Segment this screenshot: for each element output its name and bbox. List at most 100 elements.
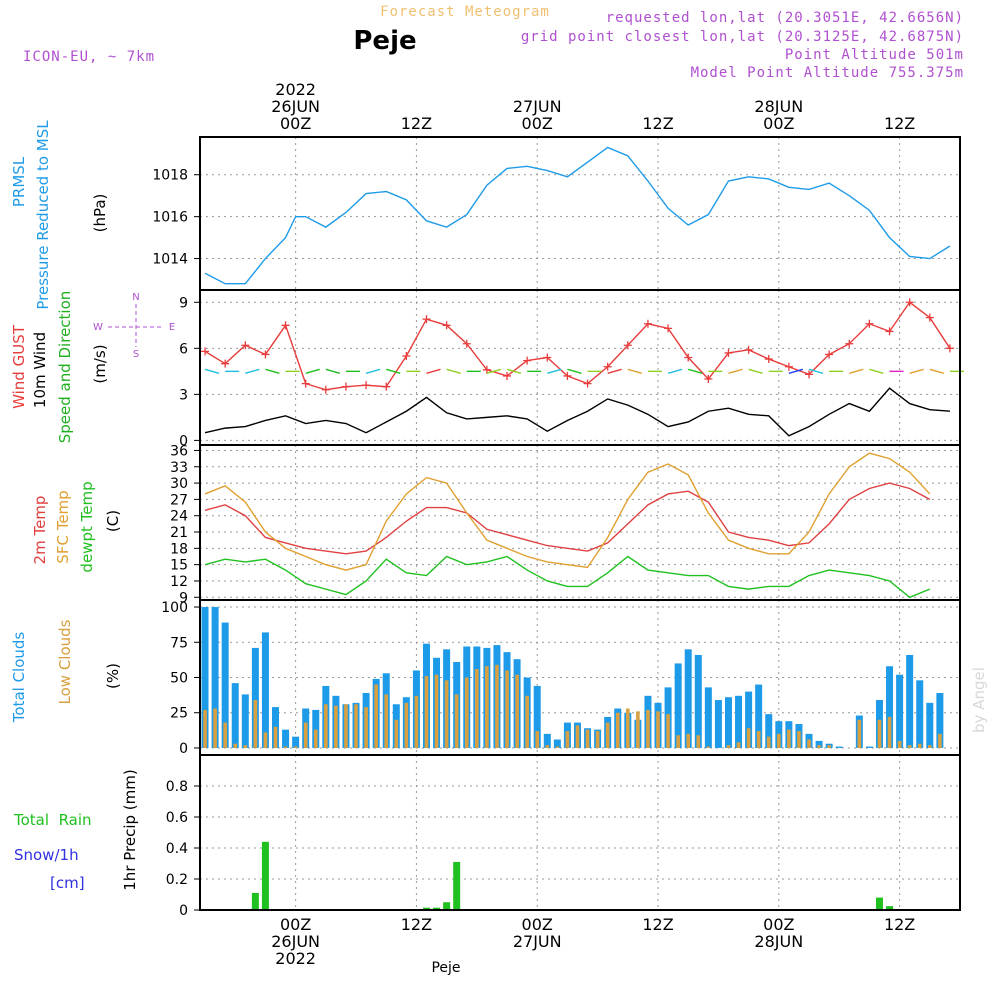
low-cloud-bar [495, 664, 499, 748]
rain-bar [422, 907, 430, 910]
gust-point [281, 321, 290, 330]
gust-point [241, 341, 250, 350]
wind-direction-arrow [426, 368, 441, 375]
low-cloud-bar [203, 709, 207, 748]
low-cloud-bar [756, 731, 761, 748]
compass-north: N [132, 292, 139, 303]
wind-direction-arrow [265, 368, 280, 375]
gust-point [201, 347, 210, 356]
low-cloud-bar [827, 745, 831, 748]
y-tick-label: 0 [179, 903, 188, 919]
gust-point [442, 321, 451, 330]
gust-point [623, 341, 632, 350]
total-cloud-bar [765, 714, 773, 748]
gust-point [402, 351, 411, 360]
low-cloud-bar [585, 729, 590, 748]
total-cloud-bar [886, 666, 894, 748]
total-cloud-bar [926, 702, 934, 748]
low-cloud-bar [626, 708, 630, 748]
low-cloud-bar [283, 746, 288, 748]
y-tick-label: 21 [170, 525, 188, 541]
sfc-temp-line [204, 452, 931, 571]
low-cloud-bar [475, 669, 479, 748]
total-cloud-bar [553, 739, 561, 748]
model-label: ICON-EU, ~ 7km [23, 49, 155, 65]
low-clouds-label: Low Clouds [56, 619, 74, 704]
wind-direction-arrow [305, 368, 320, 375]
top-time-label: 12Z [884, 114, 915, 133]
low-cloud-bar [706, 746, 711, 748]
gust-point [865, 319, 874, 328]
y-tick-label: 18 [170, 541, 188, 557]
top-time-label: 27JUN [513, 97, 562, 116]
wind-direction-arrow [929, 368, 944, 375]
wind-direction-arrow [386, 368, 401, 375]
low-cloud-bar [807, 739, 811, 748]
wind-direction-arrow [748, 368, 763, 375]
low-cloud-bar [303, 722, 308, 748]
rain-label: Total Rain [13, 811, 92, 829]
snow-unit-label: [cm] [50, 874, 85, 892]
gust-point [744, 345, 753, 354]
low-cloud-bar [505, 670, 509, 748]
low-cloud-bar [313, 729, 318, 748]
low-cloud-bar [344, 704, 348, 748]
gust-point [341, 382, 350, 391]
compass-east: E [169, 322, 175, 333]
gust-point [664, 324, 673, 333]
low-cloud-bar [545, 745, 550, 748]
low-cloud-bar [444, 680, 449, 748]
low-cloud-bar [595, 731, 600, 748]
wind-direction-arrow [365, 368, 381, 375]
total-cloud-bar [684, 649, 692, 748]
total-cloud-bar [251, 647, 259, 748]
y-tick-label: 100 [161, 600, 188, 616]
bottom-time-label: 2022 [275, 949, 316, 968]
low-cloud-bar [263, 732, 268, 748]
rain-bar [251, 892, 259, 910]
gust-point [523, 356, 532, 365]
gust-label: Wind GUST [10, 324, 28, 409]
low-cloud-bar [515, 674, 519, 748]
y-tick-label: 24 [170, 509, 188, 525]
gust-point [321, 385, 330, 394]
temp2m-line [204, 482, 931, 555]
gust-line [204, 301, 951, 391]
y-tick-label: 50 [170, 671, 188, 687]
rain-bar [875, 897, 883, 910]
low-cloud-bar [213, 708, 217, 748]
y-tick-label: 0 [179, 741, 188, 757]
precip-ylabel: 1hr Precip (mm) [121, 769, 139, 890]
wind-direction-arrow [547, 368, 562, 375]
gust-point [422, 315, 431, 324]
total-cloud-bar [865, 746, 873, 748]
total-cloud-bar [745, 691, 753, 748]
wind-direction-arrow [869, 368, 884, 375]
total-cloud-bar [261, 632, 269, 748]
low-cloud-bar [656, 711, 660, 748]
y-tick-label: 1018 [152, 168, 188, 184]
low-cloud-bar [555, 746, 560, 748]
low-cloud-bar [364, 707, 368, 748]
gust-point [643, 319, 652, 328]
top-time-label: 28JUN [754, 97, 803, 116]
total-cloud-bar [694, 654, 702, 748]
low-cloud-bar [726, 745, 731, 748]
low-cloud-bar [414, 695, 419, 748]
low-cloud-bar [334, 705, 338, 748]
grid-point-coords: grid point closest lon,lat (20.3125E, 42… [521, 29, 964, 45]
total-cloud-bar [292, 736, 300, 748]
total-cloud-bar [906, 654, 914, 748]
low-cloud-bar [777, 733, 781, 748]
panel-frame [199, 444, 961, 601]
low-cloud-bar [384, 694, 389, 748]
low-cloud-bar [354, 704, 358, 748]
total-cloud-bar [312, 709, 320, 748]
y-tick-label: 12 [170, 574, 188, 590]
low-cloud-bar [575, 725, 580, 748]
rain-bar [453, 861, 461, 910]
bottom-time-label: 00Z [522, 915, 553, 934]
rain-bar [261, 841, 269, 910]
low-cloud-bar [605, 722, 610, 748]
